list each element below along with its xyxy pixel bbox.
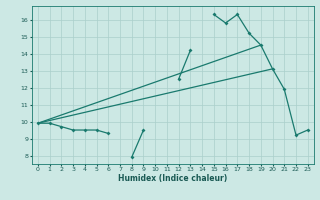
X-axis label: Humidex (Indice chaleur): Humidex (Indice chaleur) [118,174,228,183]
